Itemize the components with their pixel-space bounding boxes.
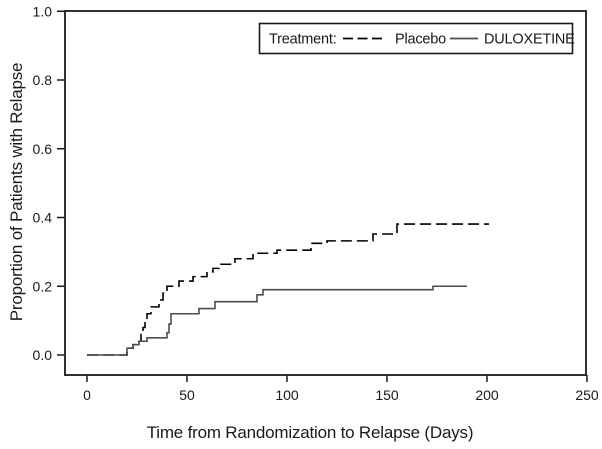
y-axis-title: Proportion of Patients with Relapse xyxy=(7,63,26,322)
y-axis-ticks: 0.0 0.2 0.4 0.6 0.8 1.0 xyxy=(33,3,65,363)
y-tick-label: 1.0 xyxy=(33,3,53,19)
y-tick-label: 0.4 xyxy=(33,210,53,226)
curve-duloxetine xyxy=(87,285,467,356)
x-tick-label: 200 xyxy=(475,387,499,403)
legend-title: Treatment: xyxy=(269,32,337,48)
x-tick-label: 50 xyxy=(179,387,195,403)
y-tick-label: 0.8 xyxy=(33,72,53,88)
legend-duloxetine-label: DULOXETINE xyxy=(484,32,575,48)
y-tick-label: 0.6 xyxy=(33,141,53,157)
x-tick-label: 0 xyxy=(83,387,91,403)
x-axis-ticks: 0 50 100 150 200 250 xyxy=(83,375,599,403)
legend-box xyxy=(258,22,574,55)
legend-placebo-label: Placebo xyxy=(395,32,446,48)
plot-area-border xyxy=(64,10,587,376)
x-axis-title: Time from Randomization to Relapse (Days… xyxy=(147,423,474,442)
legend: Treatment: Placebo DULOXETINE xyxy=(258,22,575,55)
y-tick-label: 0.0 xyxy=(33,347,53,363)
curve-placebo xyxy=(87,223,489,356)
x-tick-label: 250 xyxy=(575,387,599,403)
series-curves xyxy=(87,223,489,356)
x-tick-label: 100 xyxy=(275,387,299,403)
x-tick-label: 150 xyxy=(375,387,399,403)
y-tick-label: 0.2 xyxy=(33,278,53,294)
